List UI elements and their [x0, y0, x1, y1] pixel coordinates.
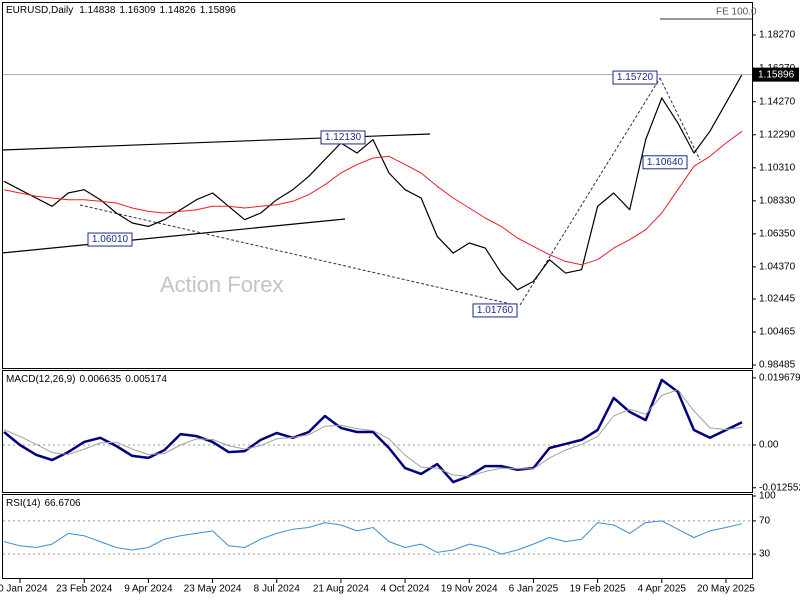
x-tick-label: 9 Apr 2024 [124, 584, 173, 595]
annotation-label: 1.15720 [617, 72, 654, 83]
x-tick-label: 6 Jan 2025 [509, 584, 559, 595]
y-tick-label: 0.019679 [759, 373, 800, 384]
series-line [3, 74, 743, 291]
fibo-line [659, 77, 701, 161]
y-tick-label: 1.10310 [759, 162, 796, 173]
annotation-box [87, 232, 133, 247]
fibo-line [519, 77, 661, 306]
series-line [3, 378, 743, 484]
annotation-label: 1.01760 [477, 305, 514, 316]
x-tick-label: 4 Apr 2025 [638, 584, 687, 595]
fe-label: FE 100.0 [716, 7, 757, 18]
y-tick-label: 1.02445 [759, 294, 796, 305]
x-tick-label: 10 Jan 2024 [0, 584, 48, 595]
x-tick-label: 23 May 2024 [184, 584, 242, 595]
price-panel [2, 2, 753, 369]
series-line [3, 520, 743, 555]
signal-value: 0.005174 [125, 374, 167, 385]
rsi-panel [2, 494, 753, 579]
y-tick-label: 0.00 [759, 440, 779, 451]
y-tick-label: -0.012552 [759, 482, 800, 493]
annotation-label: 1.10640 [647, 157, 684, 168]
series-line [3, 389, 743, 477]
annotation-label: 1.06010 [92, 234, 129, 245]
current-price-box [753, 67, 799, 82]
rsi-header: RSI(14) 66.6706 [6, 498, 81, 509]
y-tick-label: 70 [759, 516, 771, 527]
annotation-box [642, 155, 688, 170]
y-tick-label: 1.04370 [759, 262, 796, 273]
watermark: Action Forex [160, 272, 284, 297]
annotation-label: 1.12130 [325, 132, 362, 143]
high: 1.16309 [119, 5, 156, 16]
current-price-label: 1.15896 [758, 69, 795, 80]
symbol: EURUSD,Daily [6, 5, 73, 16]
y-tick-label: 1.18270 [759, 30, 796, 41]
trendline [1, 218, 346, 254]
close: 1.15896 [200, 5, 237, 16]
x-tick-label: 4 Oct 2024 [381, 584, 430, 595]
y-tick-label: 1.14270 [759, 96, 796, 107]
x-tick-label: 21 Aug 2024 [313, 584, 370, 595]
y-tick-label: 1.08330 [759, 195, 796, 206]
x-tick-label: 19 Feb 2025 [570, 584, 627, 595]
x-tick-label: 20 May 2025 [697, 584, 755, 595]
annotation-box [320, 130, 366, 145]
y-tick-label: 1.06350 [759, 229, 796, 240]
y-tick-label: 0.98485 [759, 360, 796, 371]
low: 1.14826 [160, 5, 197, 16]
series-line [3, 130, 743, 266]
header: EURUSD,Daily 1.14838 1.16309 1.14826 1.15896 [6, 5, 236, 16]
rsi-title: RSI(14) [6, 498, 40, 509]
y-tick-label: 1.00465 [759, 327, 796, 338]
y-tick-label: 30 [759, 549, 771, 560]
annotation-box [612, 70, 658, 85]
open: 1.14838 [79, 5, 116, 16]
y-tick-label: 1.12290 [759, 129, 796, 140]
fibo-line [79, 204, 516, 306]
annotation-box [472, 303, 518, 318]
x-tick-label: 19 Nov 2024 [441, 584, 498, 595]
x-tick-label: 23 Feb 2024 [56, 584, 113, 595]
macd-panel [2, 370, 753, 493]
macd-header: MACD(12,26,9) 0.006635 0.005174 [6, 374, 167, 385]
rsi-value: 66.6706 [44, 498, 81, 509]
macd-value: 0.006635 [79, 374, 121, 385]
y-tick-label: 100 [759, 491, 776, 502]
x-tick-label: 8 Jul 2024 [254, 584, 301, 595]
macd-title: MACD(12,26,9) [6, 374, 75, 385]
